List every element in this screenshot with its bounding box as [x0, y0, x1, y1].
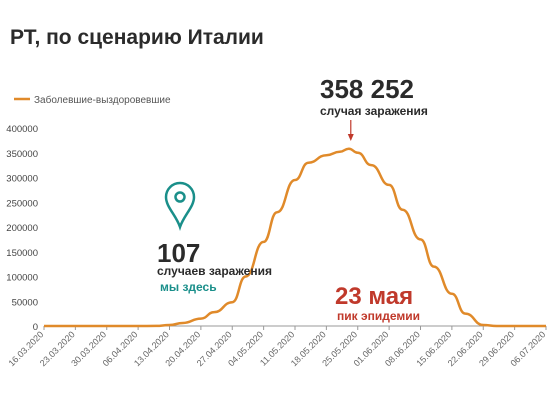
peak-value: 358 252	[320, 74, 414, 104]
location-pin-dot	[174, 191, 186, 203]
current-caption: случаев заражения	[157, 264, 272, 278]
peak-caption: случая заражения	[320, 104, 428, 118]
peak-date-caption: пик эпидемии	[337, 309, 420, 323]
peak-arrow-head	[347, 134, 354, 141]
y-tick-label: 0	[33, 322, 38, 333]
y-tick-label: 250000	[6, 198, 38, 209]
series-line	[44, 147, 546, 328]
we-are-here-label: мы здесь	[160, 280, 217, 294]
y-tick-label: 50000	[12, 297, 38, 308]
y-tick-label: 350000	[6, 149, 38, 160]
y-tick-label: 300000	[6, 174, 38, 185]
y-tick-label: 100000	[6, 273, 38, 284]
location-pin-icon	[164, 181, 196, 231]
legend-label: Заболевшие-выздоровевшие	[34, 94, 171, 106]
y-tick-label: 400000	[6, 124, 38, 135]
peak-date: 23 мая	[335, 283, 414, 310]
current-value: 107	[157, 238, 201, 268]
y-tick-label: 200000	[6, 223, 38, 234]
page-title: РТ, по сценарию Италии	[10, 26, 264, 49]
y-tick-label: 150000	[6, 248, 38, 259]
